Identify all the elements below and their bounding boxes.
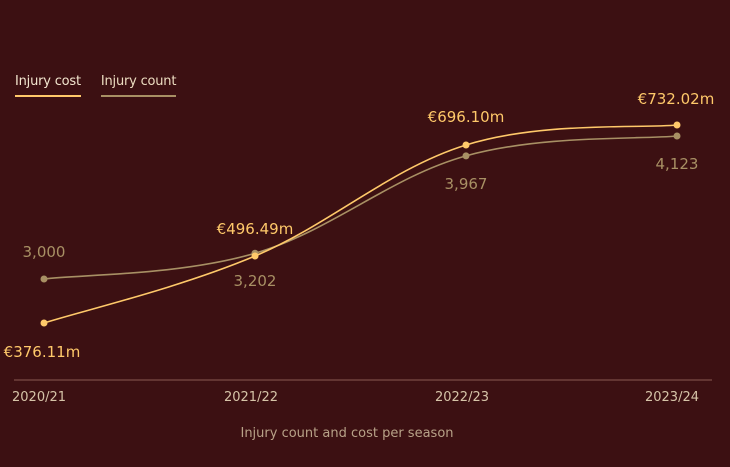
- injury-cost-point[interactable]: [40, 319, 48, 327]
- injury-count-data-label: 4,123: [656, 155, 699, 173]
- x-tick-label: 2023/24: [645, 390, 699, 405]
- injury-cost-point[interactable]: [251, 252, 259, 260]
- injury-count-line: [43, 135, 678, 280]
- x-tick-label: 2021/22: [224, 390, 278, 405]
- injury-count-point[interactable]: [673, 132, 681, 140]
- injury-cost-data-label: €376.11m: [4, 343, 81, 361]
- injury-count-point[interactable]: [40, 275, 48, 283]
- x-axis-title: Injury count and cost per season: [240, 426, 453, 441]
- x-tick-label: 2020/21: [12, 390, 66, 405]
- injury-cost-data-label: €732.02m: [638, 90, 715, 108]
- legend: Injury cost Injury count: [15, 74, 176, 97]
- injury-cost-data-label: €496.49m: [217, 220, 294, 238]
- injury-cost-point[interactable]: [673, 121, 681, 129]
- legend-injury-count[interactable]: Injury count: [100, 74, 176, 97]
- legend-injury-cost[interactable]: Injury cost: [15, 74, 81, 97]
- injury-cost-data-label: €696.10m: [428, 108, 505, 126]
- injury-cost-point[interactable]: [462, 141, 470, 149]
- injury-count-data-label: 3,000: [23, 243, 66, 261]
- x-tick-label: 2022/23: [435, 390, 489, 405]
- injury-count-point[interactable]: [462, 152, 470, 160]
- injury-count-data-label: 3,202: [234, 272, 277, 290]
- injury-cost-line: [43, 124, 678, 324]
- injury-count-data-label: 3,967: [445, 175, 488, 193]
